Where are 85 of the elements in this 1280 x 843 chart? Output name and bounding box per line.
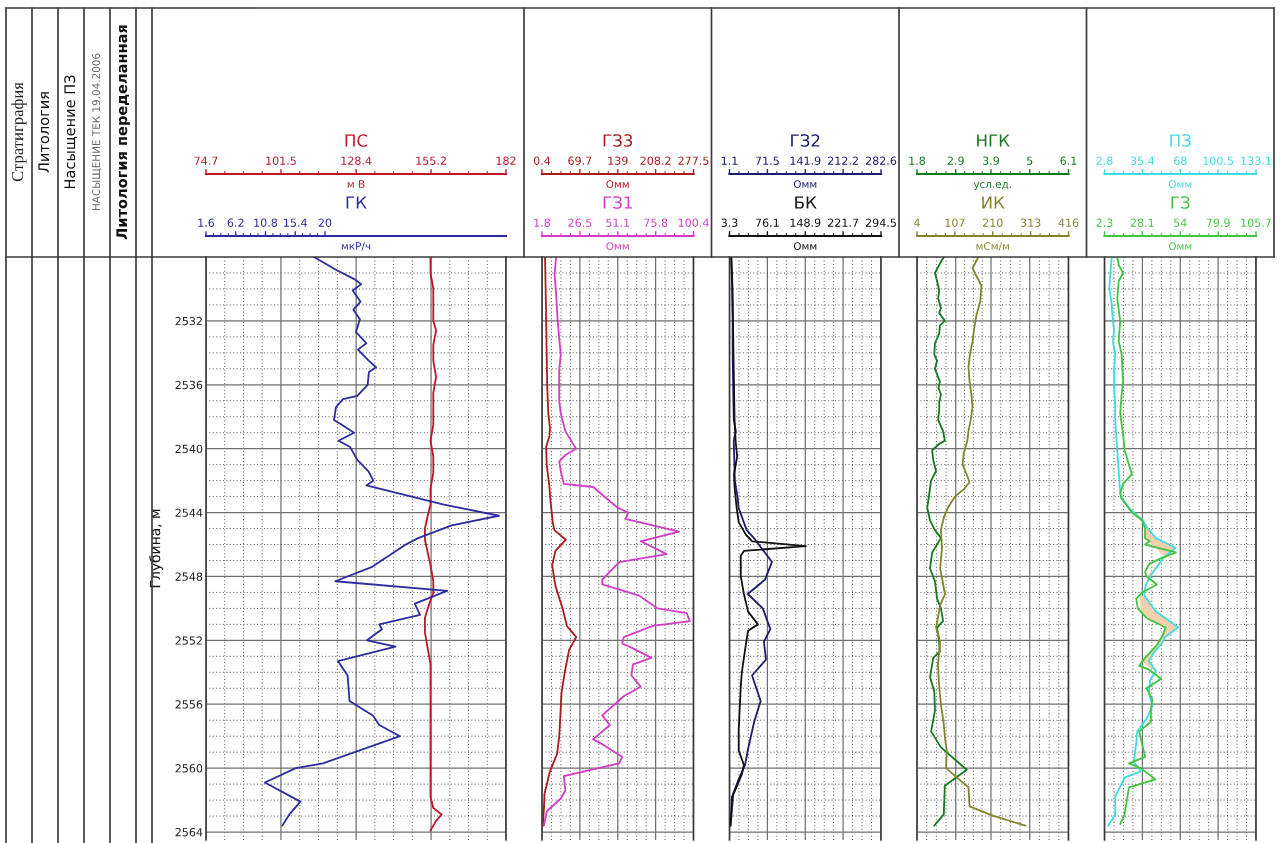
text: ГК [346,196,367,209]
x-tick-label: 100.5 [1203,156,1234,165]
x2-tick-label: 20 [318,218,332,227]
x-tick-label: 212.2 [828,156,858,165]
x2-tick-label: 210 [982,218,1003,227]
x-tick-label: 68 [1174,156,1187,165]
x-tick-label: 282.6 [865,156,897,165]
x-tick-label: 155.2 [416,156,446,165]
x-axis-title: усл.ед. [973,182,1012,191]
text: Насыщение ПЗ [64,75,78,189]
x2-axis-title: мкР/ч [341,242,371,251]
x-axis-title: м В [347,180,365,188]
x-axis-title: Омм [1168,180,1192,189]
x2-tick-label: 105.7 [1241,218,1271,227]
text: ПЗ [1170,134,1191,147]
y-tick-label: 2560 [175,764,203,773]
x-tick-label: 0.4 [533,156,551,165]
x-tick-label: 1.8 [909,156,926,165]
text: НГК [977,134,1010,147]
x-tick-label: 71.5 [755,156,779,165]
y-tick-label: 2564 [175,827,203,837]
x-tick-label: 182 [496,156,516,165]
x2-tick-label: 28.1 [1130,218,1154,227]
x2-tick-label: 10.8 [254,218,278,227]
y-tick-label: 2544 [175,508,203,517]
x2-tick-label: 6.2 [227,218,244,227]
x2-tick-label: 2.3 [1096,218,1113,227]
x-tick-label: 2.8 [1096,156,1113,165]
x2-tick-label: 100.4 [678,218,709,227]
y-tick-label: 2540 [175,444,203,454]
x2-tick-label: 51.1 [606,218,630,227]
x2-tick-label: 26.5 [568,218,592,227]
x2-tick-label: 416 [1058,218,1079,227]
text: ГЗ3 [603,134,633,147]
x2-tick-label: 54 [1174,218,1187,227]
x2-tick-label: 1.8 [534,218,551,227]
y-tick-label: 2536 [175,380,203,390]
text: НАСЫЩЕНИЕ ТЕК 19.04.2006 [92,53,102,211]
text: ПС [345,134,368,147]
x2-axis-title: мСм/м [976,242,1009,251]
x-tick-label: 277.5 [678,156,709,165]
x2-tick-label: 148.9 [790,218,821,227]
x-tick-label: 35.4 [1130,156,1155,165]
y-tick-label: 2552 [175,636,202,645]
x-tick-label: 133.1 [1241,156,1271,165]
x-tick-label: 128.4 [341,156,372,165]
y-axis-title: Глубина, м [149,509,163,588]
x2-tick-label: 4 [914,218,920,227]
x-tick-label: 6.1 [1060,156,1077,165]
x-tick-label: 139 [608,156,628,165]
x-tick-label: 101.5 [266,156,296,165]
text: ГЗ [1171,196,1190,209]
y-tick-label: 2556 [175,700,203,709]
x2-tick-label: 294.5 [865,218,896,227]
x2-tick-label: 75.8 [644,218,668,227]
x-tick-label: 74.7 [194,156,218,165]
x2-tick-label: 1.6 [198,218,215,227]
x2-tick-label: 76.1 [755,218,779,227]
x2-tick-label: 79.9 [1206,218,1230,227]
x2-tick-label: 313 [1020,218,1041,227]
text: ГЗ2 [791,134,820,147]
y-tick-label: 2532 [175,316,202,326]
x-tick-label: 5 [1027,156,1033,165]
text: БК [795,196,817,209]
x2-tick-label: 15.4 [284,218,307,227]
x-axis-title: Омм [793,180,817,189]
text: Литология переделанная [116,25,131,240]
x2-axis-title: Омм [1168,242,1192,251]
x-tick-label: 2.9 [947,156,964,165]
text: Литология [38,92,50,173]
text: Стратиграфия [11,82,27,182]
x-axis-title: Омм [606,180,629,189]
x2-axis-title: Омм [793,242,817,251]
x-tick-label: 69.7 [568,156,592,165]
x-tick-label: 208.2 [640,156,671,165]
text: ГЗ1 [603,196,632,209]
x2-axis-title: Омм [606,242,629,251]
x2-tick-label: 3.3 [721,218,738,227]
x2-tick-label: 107 [945,218,965,227]
text: ИК [982,196,1005,209]
y-tick-label: 2548 [175,572,203,581]
x-tick-label: 141.9 [790,156,821,165]
x-tick-label: 3.9 [983,156,1000,165]
x2-tick-label: 221.7 [828,218,859,227]
x-tick-label: 1.1 [721,156,738,165]
